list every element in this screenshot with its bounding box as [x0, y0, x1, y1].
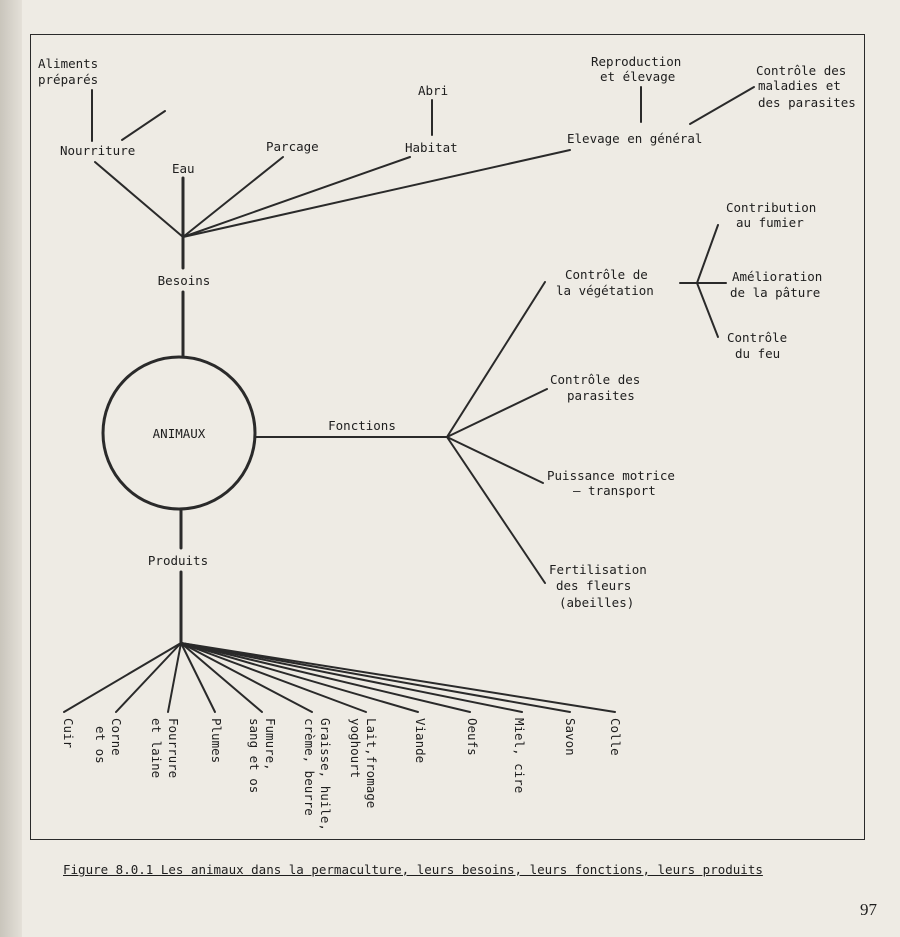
label-vegetation-line2: la végétation	[556, 283, 654, 298]
product-corne-line2: et os	[93, 726, 108, 764]
label-fumier-line2: au fumier	[736, 215, 804, 230]
product-savon-line1: Savon	[563, 718, 578, 756]
label-parasites-line2: parasites	[567, 388, 635, 403]
product-cuir-line1: Cuir	[61, 718, 76, 749]
label-parasites-line1: Contrôle des	[550, 372, 640, 387]
line-fonctions-vegetation	[446, 281, 546, 438]
product-fumure-line2: sang et os	[247, 718, 262, 793]
animaux-circle	[101, 355, 257, 511]
label-reproduction-line1: Reproduction	[591, 54, 681, 69]
branch-fonctions-label: Fonctions	[328, 418, 396, 433]
branch-besoins-label: Besoins	[158, 273, 211, 288]
line-hub-habitat	[182, 156, 411, 238]
page-number: 97	[860, 900, 877, 919]
line-hub-nourriture	[94, 161, 184, 238]
line-fonctions-puissance	[446, 436, 544, 484]
line-elevage-maladies	[689, 86, 755, 125]
line-hub-fourrure	[167, 642, 182, 713]
product-plumes-line1: Plumes	[209, 718, 224, 763]
line-hub-lait	[180, 642, 367, 713]
label-controle-maladies-line2: maladies et	[758, 78, 841, 93]
label-eau: Eau	[172, 161, 195, 176]
label-feu-line2: du feu	[735, 346, 780, 361]
line-hub-corne	[115, 642, 182, 713]
product-miel-line1: Miel, cire	[512, 718, 527, 793]
label-abri: Abri	[418, 83, 448, 98]
line-hub-graisse	[180, 642, 313, 713]
connector-lines	[63, 86, 755, 713]
label-fertilisation-line3: (abeilles)	[559, 595, 634, 610]
label-controle-maladies-line3: des parasites	[758, 95, 856, 110]
label-fumier-line1: Contribution	[726, 200, 816, 215]
label-aliments-line2: préparés	[38, 72, 98, 87]
line-nourriture-extra	[121, 110, 166, 141]
product-fourrure-line1: Fourrure	[166, 718, 181, 778]
product-labels: Cuir Corne et os Fourrure et laine Plume…	[61, 718, 623, 831]
label-parcage: Parcage	[266, 139, 319, 154]
label-puissance-line1: Puissance motrice	[547, 468, 675, 483]
line-hub-feu	[696, 282, 719, 338]
line-hub-fumure	[180, 642, 263, 713]
line-fonctions-fertilisation	[446, 436, 546, 584]
label-puissance-line2: — transport	[573, 483, 656, 498]
product-graisse-line2: crème, beurre	[302, 718, 317, 816]
label-habitat: Habitat	[405, 140, 458, 155]
product-fourrure-line2: et laine	[149, 718, 164, 778]
product-viande-line1: Viande	[413, 718, 428, 763]
figure-caption: Figure 8.0.1 Les animaux dans la permacu…	[63, 862, 763, 877]
label-paturage-line2: de la pâture	[730, 285, 820, 300]
label-controle-maladies-line1: Contrôle des	[756, 63, 846, 78]
product-lait-line2: yoghourt	[348, 718, 363, 778]
line-hub-savon	[180, 642, 571, 713]
branch-produits-label: Produits	[148, 553, 208, 568]
product-colle-line1: Colle	[608, 718, 623, 756]
line-hub-cuir	[63, 642, 182, 713]
label-fertilisation-line2: des fleurs	[556, 578, 631, 593]
label-vegetation-line1: Contrôle de	[565, 267, 648, 282]
center-label: ANIMAUX	[153, 426, 206, 441]
product-graisse-line1: Graisse, huile,	[318, 718, 333, 831]
product-fumure-line1: Fumure,	[263, 718, 278, 771]
label-nourriture: Nourriture	[60, 143, 135, 158]
line-hub-oeufs	[180, 642, 471, 713]
line-hub-elevage	[182, 149, 571, 238]
line-hub-fumier	[696, 224, 719, 284]
line-hub-viande	[180, 642, 419, 713]
label-paturage-line1: Amélioration	[732, 269, 822, 284]
line-hub-miel	[180, 642, 523, 713]
line-hub-parcage	[182, 156, 284, 238]
page-edge-shadow	[0, 0, 22, 937]
label-reproduction-line2: et élevage	[600, 69, 675, 84]
label-feu-line1: Contrôle	[727, 330, 787, 345]
label-fertilisation-line1: Fertilisation	[549, 562, 647, 577]
label-aliments-line1: Aliments	[38, 56, 98, 71]
line-hub-plumes	[180, 642, 216, 713]
product-corne-line1: Corne	[109, 718, 124, 756]
label-elevage: Elevage en général	[567, 131, 702, 146]
line-hub-colle	[180, 642, 616, 713]
line-fonctions-parasites	[446, 388, 548, 438]
product-lait-line1: Lait,fromage	[364, 718, 379, 808]
product-oeufs-line1: Oeufs	[465, 718, 480, 756]
figure-frame	[30, 34, 865, 840]
